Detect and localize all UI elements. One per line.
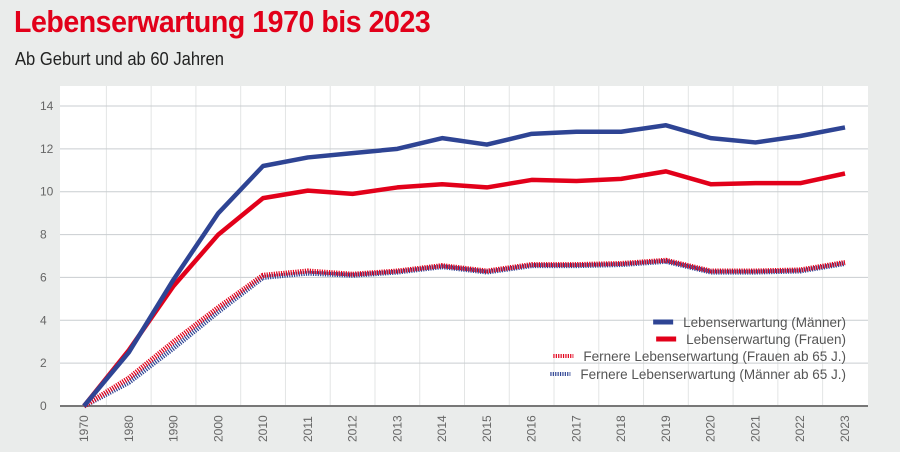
x-tick-label: 1980: [122, 415, 136, 442]
series-line: [82, 169, 846, 408]
y-tick-label: 10: [40, 185, 54, 199]
x-tick-label: 2000: [211, 415, 225, 442]
legend-item: Lebenserwartung (Frauen): [656, 332, 846, 347]
x-tick-label: 2022: [793, 415, 807, 442]
x-tick-label: 2021: [748, 415, 762, 442]
legend-item: Lebenserwartung (Männer): [653, 315, 846, 330]
y-tick-label: 4: [40, 313, 47, 327]
series-line: [82, 258, 846, 409]
y-tick-label: 6: [40, 270, 47, 284]
y-tick-label: 8: [40, 228, 47, 242]
legend-label: Fernere Lebenserwartung (Frauen ab 65 J.…: [583, 349, 846, 364]
y-tick-label: 0: [40, 399, 47, 413]
chart-title: Lebenserwartung 1970 bis 2023: [14, 4, 431, 39]
x-tick-label: 2018: [614, 415, 628, 442]
legend-item: Fernere Lebenserwartung (Männer ab 65 J.…: [550, 367, 846, 382]
legend-label: Lebenserwartung (Männer): [683, 315, 846, 330]
legend-label: Lebenserwartung (Frauen): [686, 332, 846, 347]
x-tick-label: 1990: [167, 415, 181, 442]
x-tick-label: 2017: [569, 415, 583, 442]
x-tick-label: 1970: [77, 415, 91, 442]
x-tick-label: 2013: [390, 415, 404, 442]
y-tick-label: 14: [40, 99, 54, 113]
x-tick-label: 2011: [301, 416, 315, 442]
series-line: [82, 123, 846, 408]
legend-item: Fernere Lebenserwartung (Frauen ab 65 J.…: [553, 349, 846, 364]
x-tick-label: 2016: [525, 415, 539, 442]
x-tick-label: 2012: [346, 415, 360, 442]
legend-label: Fernere Lebenserwartung (Männer ab 65 J.…: [580, 367, 846, 382]
x-tick-label: 2019: [659, 415, 673, 442]
x-tick-label: 2023: [838, 415, 852, 442]
x-tick-label: 2020: [704, 415, 718, 442]
y-tick-label: 2: [40, 356, 47, 370]
x-tick-label: 2010: [256, 415, 270, 442]
series-line: [82, 257, 846, 409]
y-tick-label: 12: [40, 142, 54, 156]
x-tick-label: 2014: [435, 415, 449, 442]
x-tick-label: 2015: [480, 415, 494, 442]
chart-subtitle: Ab Geburt und ab 60 Jahren: [15, 49, 224, 69]
